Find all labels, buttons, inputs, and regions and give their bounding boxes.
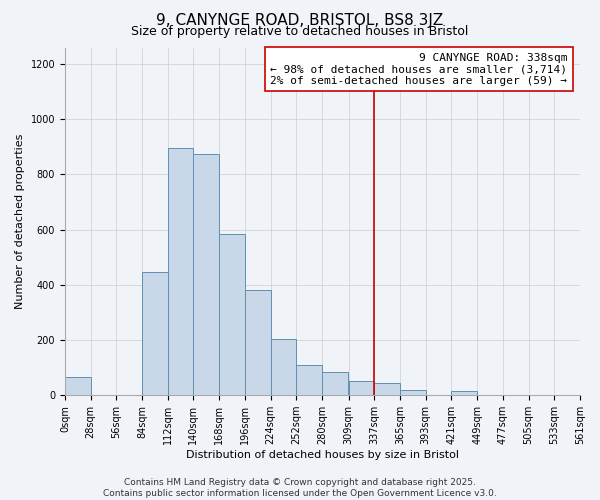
Bar [271,338,296,395]
Bar [142,272,168,395]
Bar [400,390,426,395]
Bar [374,383,400,395]
X-axis label: Distribution of detached houses by size in Bristol: Distribution of detached houses by size … [186,450,459,460]
Bar [349,382,374,395]
Bar [245,290,271,395]
Bar [168,148,193,395]
Bar [65,378,91,395]
Y-axis label: Number of detached properties: Number of detached properties [15,134,25,309]
Bar [219,234,245,395]
Bar [193,154,219,395]
Text: 9, CANYNGE ROAD, BRISTOL, BS8 3JZ: 9, CANYNGE ROAD, BRISTOL, BS8 3JZ [157,12,443,28]
Bar [322,372,348,395]
Text: Contains HM Land Registry data © Crown copyright and database right 2025.
Contai: Contains HM Land Registry data © Crown c… [103,478,497,498]
Text: 9 CANYNGE ROAD: 338sqm
← 98% of detached houses are smaller (3,714)
2% of semi-d: 9 CANYNGE ROAD: 338sqm ← 98% of detached… [270,52,567,86]
Bar [296,365,322,395]
Text: Size of property relative to detached houses in Bristol: Size of property relative to detached ho… [131,25,469,38]
Bar [451,391,477,395]
